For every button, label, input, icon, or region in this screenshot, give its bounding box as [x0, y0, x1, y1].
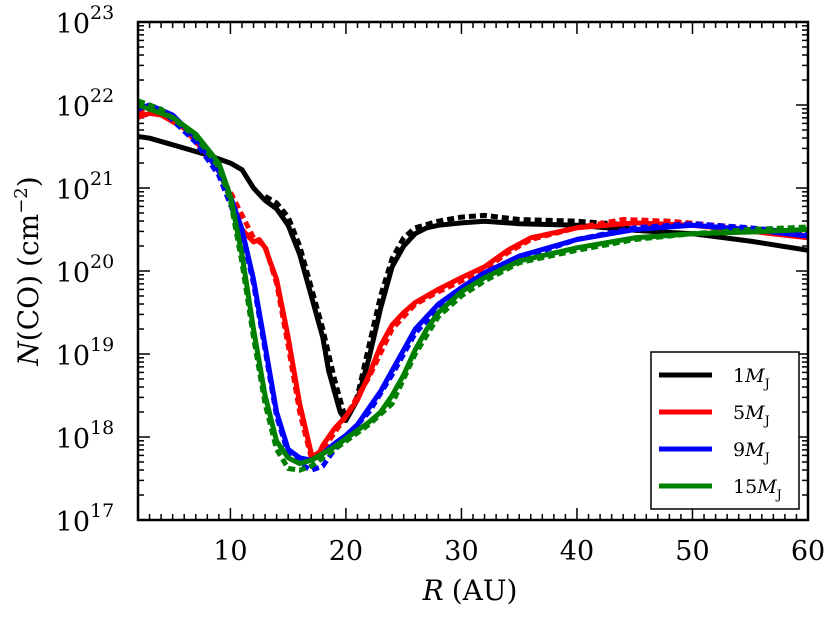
y-tick-label: 10	[56, 92, 90, 123]
x-tick-label: 50	[675, 536, 709, 567]
plot-frame	[136, 20, 810, 522]
series-line	[138, 102, 808, 467]
y-tick-exponent: 20	[90, 251, 114, 273]
legend-label: 1MJ	[733, 365, 770, 392]
x-tick-label: 20	[329, 536, 363, 567]
y-tick-label: 10	[56, 507, 90, 538]
y-tick-label: 10	[56, 175, 90, 206]
x-tick-label: 40	[560, 536, 594, 567]
legend: 1MJ 5MJ 9MJ 15MJ	[650, 351, 800, 510]
y-tick-exponent: 19	[90, 334, 114, 356]
legend-label: 9MJ	[733, 439, 770, 466]
legend-label: 15MJ	[733, 476, 782, 503]
y-tick-label: 10	[56, 424, 90, 455]
x-tick-label: 60	[791, 536, 825, 567]
legend-box	[650, 351, 800, 510]
y-tick-exponent: 21	[90, 168, 114, 190]
y-tick-exponent: 22	[90, 85, 114, 107]
x-tick-label: 10	[213, 536, 247, 567]
y-tick-exponent: 18	[90, 417, 114, 439]
y-tick-exponent: 17	[90, 500, 114, 522]
legend-label: 5MJ	[733, 402, 770, 429]
series-line-dashed	[138, 106, 808, 461]
x-tick-label: 30	[444, 536, 478, 567]
y-tick-label: 10	[56, 9, 90, 40]
series-layer	[138, 98, 808, 473]
y-tick-label: 10	[56, 258, 90, 289]
x-axis-label: R (AU)	[422, 574, 518, 607]
y-tick-label: 10	[56, 341, 90, 372]
y-axis-label: N(CO)(cm−2)	[11, 176, 45, 366]
y-tick-exponent: 23	[90, 2, 114, 24]
